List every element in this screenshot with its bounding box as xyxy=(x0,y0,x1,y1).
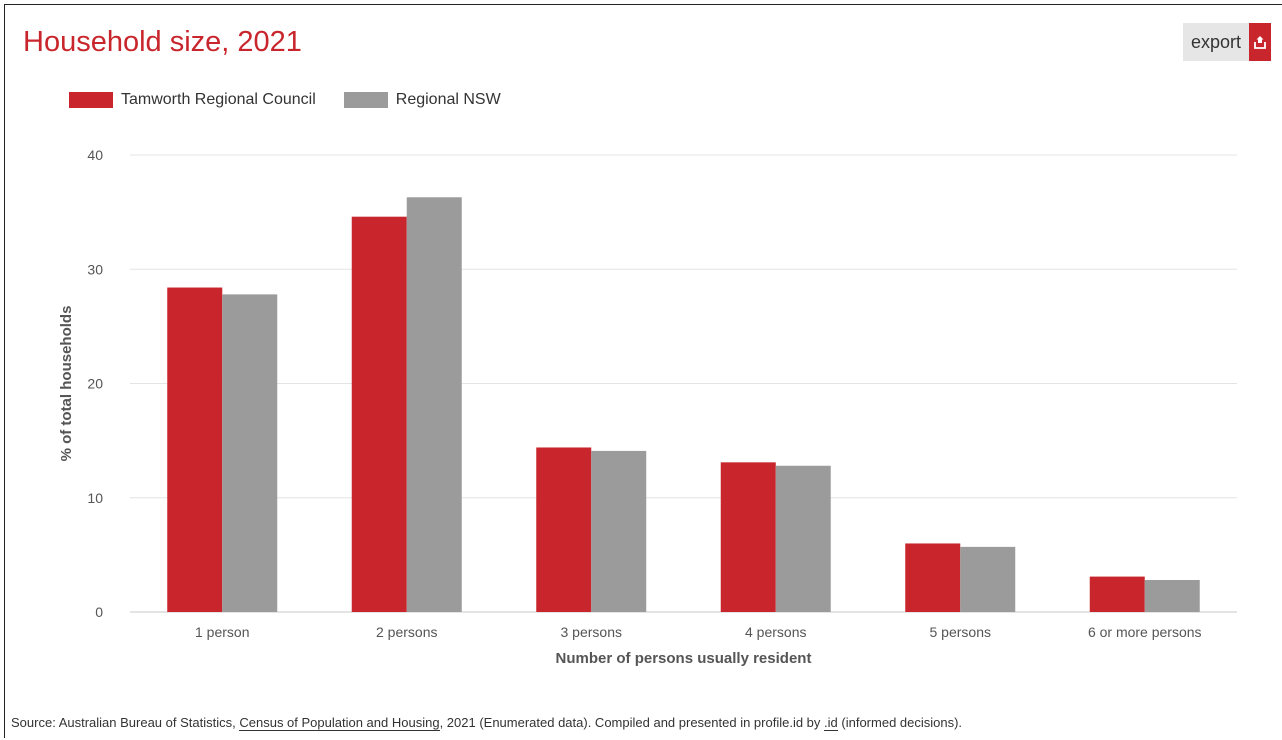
chart-title: Household size, 2021 xyxy=(23,26,302,58)
legend-item-tamworth[interactable]: Tamworth Regional Council xyxy=(69,91,316,109)
chart-legend: Tamworth Regional Council Regional NSW xyxy=(69,91,529,109)
export-label: export xyxy=(1183,23,1250,61)
id-link[interactable]: .id xyxy=(824,715,838,731)
bar-tamworth xyxy=(720,462,776,612)
bar-regional-nsw xyxy=(222,294,278,612)
bar-regional-nsw xyxy=(1144,580,1200,612)
x-tick-label: 2 persons xyxy=(376,624,437,640)
bar-tamworth xyxy=(536,447,592,612)
bar-chart: 0 10 20 30 40 1 person 2 persons 3 persons 4 per… xyxy=(58,147,1237,667)
legend-item-regional-nsw[interactable]: Regional NSW xyxy=(343,91,501,109)
bar-regional-nsw xyxy=(775,465,831,612)
bar-tamworth xyxy=(167,287,223,612)
chart-panel: Household size, 2021 export Tamworth Reg… xyxy=(4,4,1282,738)
bar-tamworth xyxy=(905,543,961,612)
bar-regional-nsw xyxy=(591,450,647,612)
legend-label: Regional NSW xyxy=(395,91,501,108)
y-tick-label: 20 xyxy=(87,376,103,392)
bar-regional-nsw xyxy=(960,546,1016,612)
source-middle: , 2021 (Enumerated data). Compiled and p… xyxy=(439,715,821,730)
bar-regional-nsw xyxy=(406,197,462,612)
x-tick-label: 1 person xyxy=(195,624,249,640)
source-note: Source: Australian Bureau of Statistics,… xyxy=(11,715,963,731)
legend-swatch-tamworth xyxy=(69,92,113,108)
source-prefix: Source: Australian Bureau of Statistics, xyxy=(11,715,236,730)
x-tick-label: 6 or more persons xyxy=(1088,624,1202,640)
y-tick-label: 0 xyxy=(95,604,103,620)
x-tick-label: 5 persons xyxy=(930,624,991,640)
census-link[interactable]: Census of Population and Housing xyxy=(239,715,440,731)
y-tick-label: 40 xyxy=(87,147,103,163)
bar-tamworth xyxy=(1089,576,1145,612)
export-button[interactable]: export xyxy=(1183,23,1272,61)
y-tick-label: 10 xyxy=(87,490,103,506)
y-tick-label: 30 xyxy=(87,261,103,277)
source-suffix: (informed decisions). xyxy=(841,715,963,730)
legend-swatch-regional-nsw xyxy=(343,92,388,108)
x-tick-label: 4 persons xyxy=(745,624,806,640)
y-axis-title: % of total households xyxy=(58,306,75,462)
bar-tamworth xyxy=(351,216,407,612)
x-axis-title: Number of persons usually resident xyxy=(556,650,812,667)
share-export-icon xyxy=(1249,23,1272,61)
legend-label: Tamworth Regional Council xyxy=(121,91,316,108)
x-tick-label: 3 persons xyxy=(561,624,622,640)
